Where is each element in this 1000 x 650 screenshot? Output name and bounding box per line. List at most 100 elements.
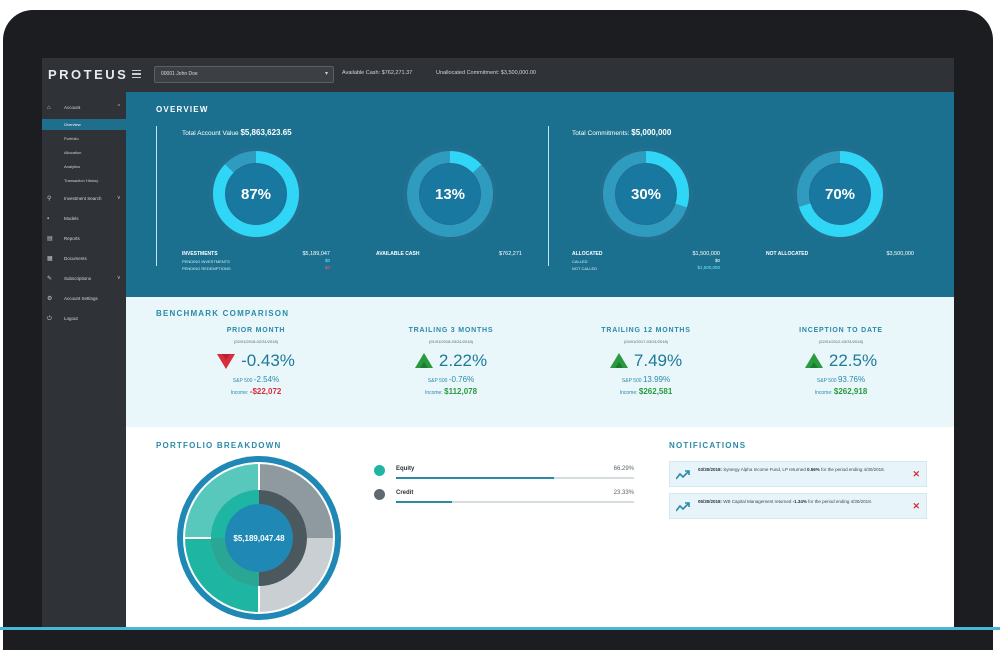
benchmark-return: -0.43% xyxy=(241,351,295,370)
benchmark-main: 22.5% xyxy=(756,350,926,372)
sidebar-sub-allocation[interactable]: Allocation xyxy=(42,147,126,158)
sidebar-item-label: Account Settings xyxy=(64,296,98,301)
sidebar-item-label: Models xyxy=(64,216,79,221)
income-label: Income: xyxy=(814,390,833,396)
legend-bar-fill xyxy=(396,477,554,479)
benchmark-head: INCEPTION TO DATE xyxy=(799,327,883,334)
sidebar-item-models[interactable]: ▪ Models xyxy=(42,213,126,225)
arrow-up-icon xyxy=(414,353,433,368)
available-cash-label: AVAILABLE CASH xyxy=(376,251,420,257)
sp-label: S&P 500 xyxy=(427,378,448,384)
total-account-value: Total Account Value $5,863,623.65 xyxy=(182,128,292,137)
chevron-down-icon: v xyxy=(117,275,121,281)
not-called-label: NOT CALLED xyxy=(572,266,598,271)
benchmark-head: TRAILING 12 MONTHS xyxy=(601,327,691,334)
chevron-down-icon: ▾ xyxy=(324,71,328,77)
sidebar-sub-overview[interactable]: Overview xyxy=(42,119,126,130)
sp-value: 13.99% xyxy=(642,375,671,384)
legend-item-credit[interactable]: Credit 23.33% xyxy=(374,489,634,509)
legend-percent: 23.33% xyxy=(613,490,634,496)
benchmark-head: PRIOR MONTH xyxy=(226,327,286,334)
benchmark-head: TRAILING 3 MONTHS xyxy=(408,327,494,334)
donut-arc xyxy=(213,151,299,237)
portfolio-segment xyxy=(259,538,333,612)
close-icon[interactable]: ✕ xyxy=(912,469,920,479)
benchmark-income: Income: $262,581 xyxy=(561,387,731,396)
benchmark-range: (02/01/2018-02/31/2018) xyxy=(233,339,279,344)
legend-bar-fill xyxy=(396,501,452,503)
sidebar-item-documents[interactable]: ▦ Documents xyxy=(42,253,126,265)
notification-text: 05/30/2018: WB Capital Management return… xyxy=(698,498,903,505)
account-select[interactable]: 00001 John Doe ▾ xyxy=(154,66,334,83)
allocated-label: ALLOCATED xyxy=(572,251,603,257)
income-value: $262,918 xyxy=(833,387,868,396)
total-account-amount: $5,863,623.65 xyxy=(240,128,292,137)
not-allocated-label: NOT ALLOCATED xyxy=(766,251,809,257)
benchmark-return: 7.49% xyxy=(633,351,683,370)
legend-item-equity[interactable]: Equity 66.29% xyxy=(374,465,634,485)
sidebar-sub-transaction-history[interactable]: Transaction History xyxy=(42,175,126,186)
sidebar-item-label: Subscriptions xyxy=(64,276,92,281)
notification-item[interactable]: 03/30/2018: Synergy Alpha Income Fund, L… xyxy=(669,461,927,487)
benchmark-range: (02/01/2012-03/31/2018) xyxy=(818,339,864,344)
benchmark-return: 22.5% xyxy=(828,351,878,370)
benchmark-income: Income: $262,918 xyxy=(756,387,926,396)
investments-value: $5,189,047 xyxy=(302,251,330,257)
gear-icon: ⚙ xyxy=(47,296,53,302)
sidebar-sub-portfolio[interactable]: Portfolio xyxy=(42,133,126,144)
benchmark-trailing-12-months: TRAILING 12 MONTHS (04/01/2017-03/31/201… xyxy=(561,327,731,422)
donut-arc xyxy=(407,151,493,237)
not-allocated-value: $3,500,000 xyxy=(886,251,914,257)
benchmark-sp: S&P 500 -0.76% xyxy=(366,375,536,384)
arrow-up-icon xyxy=(804,353,823,368)
sidebar-sub-analytics[interactable]: Analytics xyxy=(42,161,126,172)
sidebar-item-account-settings[interactable]: ⚙ Account Settings xyxy=(42,293,126,305)
search-icon: ⚲ xyxy=(47,196,52,202)
donut-allocated: 30% xyxy=(599,147,693,241)
benchmark-section: BENCHMARK COMPARISON PRIOR MONTH (02/01/… xyxy=(126,297,954,427)
sidebar-item-label: Documents xyxy=(64,256,87,261)
notification-body: for the period ending 4/30/2018. xyxy=(808,499,872,504)
available-cash-info: Available Cash: $762,271.37 xyxy=(342,70,413,76)
sidebar-item-account[interactable]: ⌂ Account ^ xyxy=(42,102,126,114)
portfolio-section: PORTFOLIO BREAKDOWN $5,189,047.48 xyxy=(126,427,954,630)
sidebar-item-subscriptions[interactable]: ✎ Subscriptions v xyxy=(42,273,126,285)
chevron-up-icon: ^ xyxy=(117,104,120,110)
sp-value: 93.76% xyxy=(837,375,866,384)
trend-icon xyxy=(676,470,690,480)
donut-arc xyxy=(797,151,883,237)
sp-value: -2.54% xyxy=(253,375,280,384)
account-select-value: 00001 John Doe xyxy=(161,71,198,77)
sidebar-item-reports[interactable]: ▤ Reports xyxy=(42,233,126,245)
notification-date: 03/30/2018: xyxy=(698,467,723,472)
legend-bar-track xyxy=(396,477,634,479)
sidebar-sub-label: Transaction History xyxy=(64,178,99,183)
documents-icon: ▦ xyxy=(47,256,53,262)
menu-icon[interactable] xyxy=(132,70,141,78)
notification-date: 05/30/2018: xyxy=(698,499,723,504)
portfolio-segment xyxy=(185,538,259,612)
benchmark-return: 2.22% xyxy=(438,351,488,370)
benchmark-inception-to-date: INCEPTION TO DATE (02/01/2012-03/31/2018… xyxy=(756,327,926,422)
income-value: $112,078 xyxy=(444,387,478,396)
called-value: $0 xyxy=(714,258,720,263)
pending-redemptions-value: $0 xyxy=(324,265,330,270)
benchmark-main: -0.43% xyxy=(171,350,341,372)
notification-item[interactable]: 05/30/2018: WB Capital Management return… xyxy=(669,493,927,519)
sidebar-sub-label: Allocation xyxy=(64,150,82,155)
not-called-value: $1,500,000 xyxy=(697,265,720,270)
called-label: CALLED xyxy=(572,259,588,264)
pending-investments-value: $0 xyxy=(324,258,330,263)
donut-label: 13% xyxy=(435,186,465,203)
pending-redemptions-label: PENDING REDEMPTIONS xyxy=(182,266,231,271)
close-icon[interactable]: ✕ xyxy=(912,501,920,511)
sidebar-item-investment-search[interactable]: ⚲ Investment Search v xyxy=(42,193,126,205)
donut-not-allocated: 70% xyxy=(793,147,887,241)
reports-icon: ▤ xyxy=(47,236,53,242)
donut-center xyxy=(810,164,870,224)
sidebar-item-logout[interactable]: ⏻ Logout xyxy=(42,313,126,325)
benchmark-prior-month: PRIOR MONTH (02/01/2018-02/31/2018) -0.4… xyxy=(171,327,341,422)
donut-label: 87% xyxy=(241,186,271,203)
sidebar-item-label: Investment Search xyxy=(64,196,102,201)
donut-center xyxy=(616,164,676,224)
